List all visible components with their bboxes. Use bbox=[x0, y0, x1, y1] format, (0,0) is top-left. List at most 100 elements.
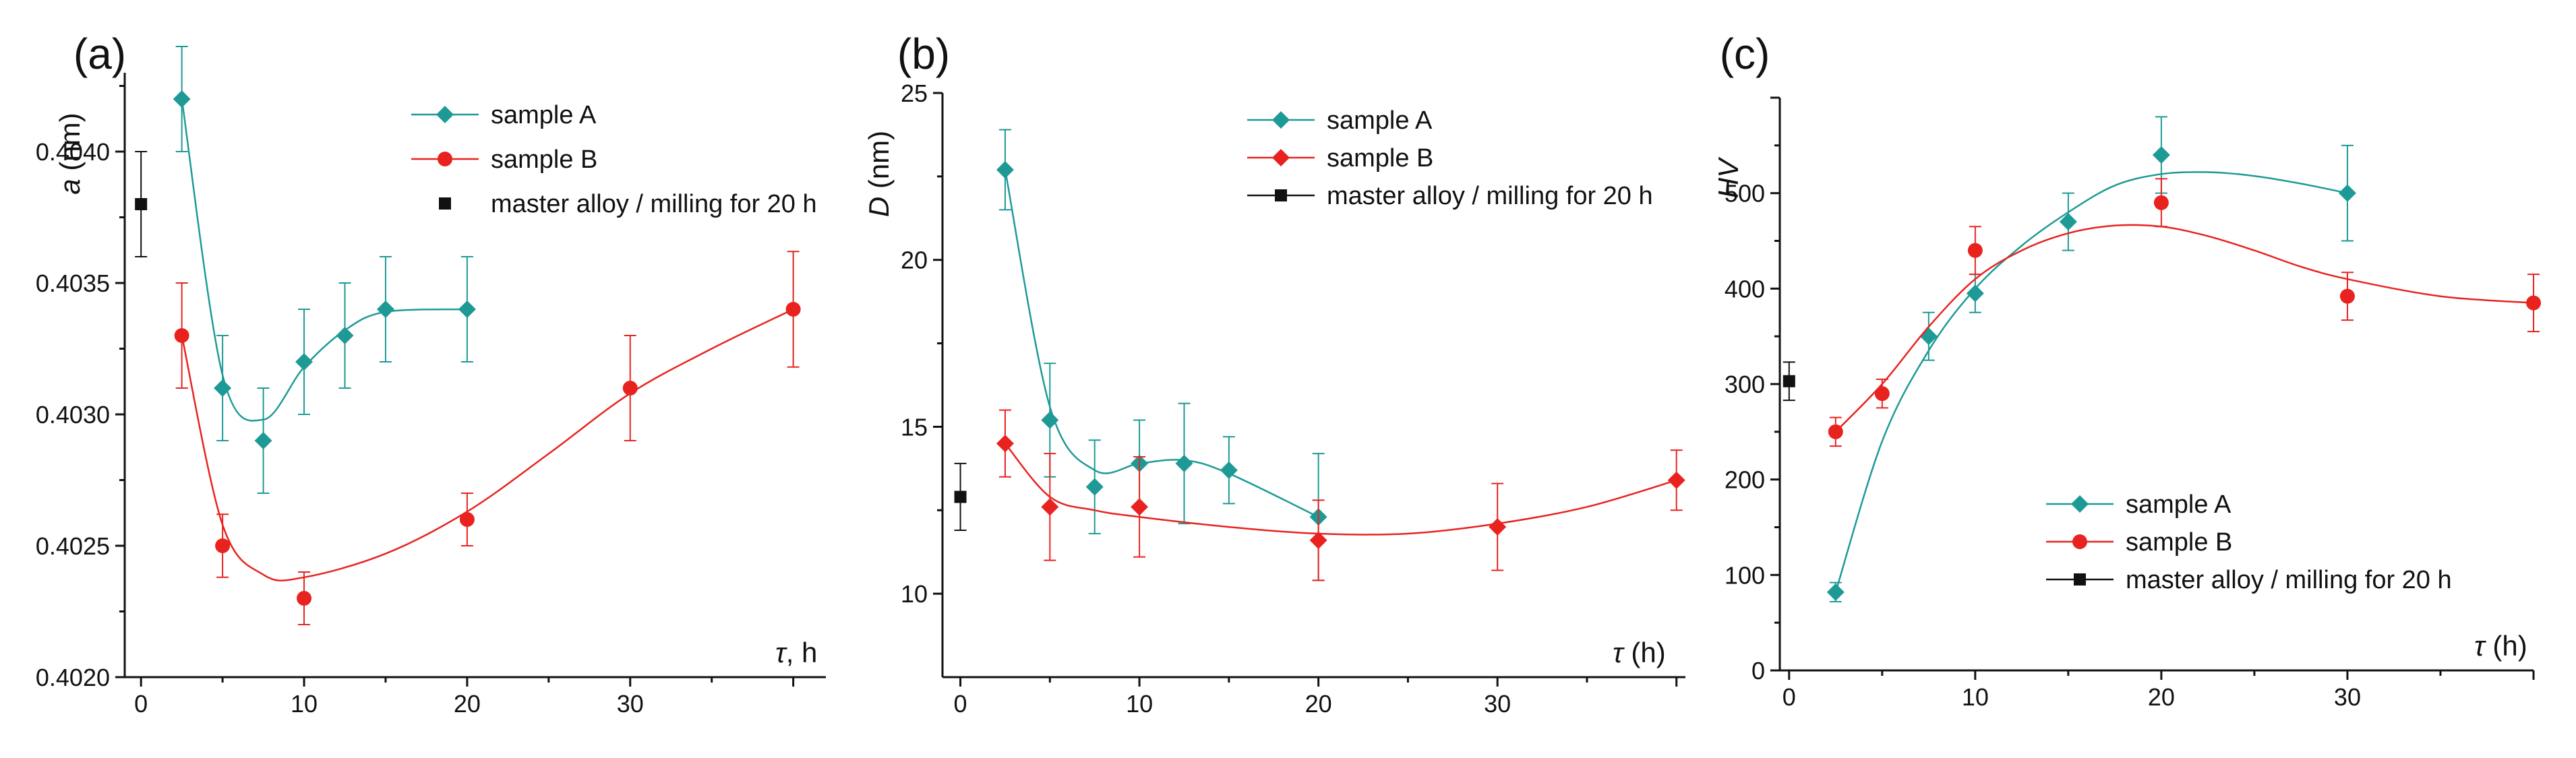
series-3 bbox=[954, 462, 967, 532]
y-tick-label: 300 bbox=[1725, 371, 1765, 398]
y-axis-label: HV bbox=[1712, 156, 1744, 198]
data-point bbox=[2059, 213, 2077, 231]
data-point bbox=[954, 491, 967, 503]
data-point bbox=[2338, 184, 2356, 202]
x-tick-label: 10 bbox=[1962, 683, 1989, 711]
data-point bbox=[1489, 518, 1507, 536]
x-axis-label-symbol: τ bbox=[1613, 637, 1625, 668]
data-point bbox=[458, 301, 476, 318]
legend-marker bbox=[2071, 495, 2089, 513]
legend-marker bbox=[1272, 149, 1290, 166]
data-point bbox=[459, 512, 475, 527]
fit-curve bbox=[181, 98, 467, 422]
y-tick-label: 500 bbox=[1725, 180, 1765, 208]
x-axis-label-symbol: τ bbox=[775, 637, 787, 668]
data-point bbox=[295, 353, 313, 371]
legend-label: sample B bbox=[1327, 144, 1433, 172]
legend-label: sample B bbox=[2126, 528, 2232, 557]
legend-item-1: sample A bbox=[1247, 106, 1433, 135]
data-point bbox=[173, 90, 191, 108]
y-tick-label: 200 bbox=[1725, 466, 1765, 494]
x-axis-label-unit: , h bbox=[786, 637, 818, 668]
legend-item-3: master alloy / milling for 20 h bbox=[2046, 566, 2452, 594]
fit-curve bbox=[1004, 169, 1319, 518]
legend-label: sample A bbox=[2126, 491, 2231, 519]
y-axis-label-symbol: D bbox=[863, 197, 895, 217]
x-axis-label-unit: (h) bbox=[1623, 637, 1666, 668]
legend-label: sample A bbox=[1327, 106, 1433, 135]
data-point bbox=[996, 160, 1014, 179]
legend-marker bbox=[2074, 573, 2086, 586]
y-axis-label-symbol: HV bbox=[1712, 156, 1744, 198]
data-point bbox=[135, 198, 148, 210]
data-point bbox=[336, 327, 354, 344]
data-point bbox=[174, 328, 189, 343]
y-tick-label: 0.4025 bbox=[36, 532, 110, 560]
y-axis-label: D (nm) bbox=[863, 131, 895, 217]
data-point bbox=[1309, 531, 1327, 549]
series-1 bbox=[1826, 116, 2356, 602]
data-point bbox=[297, 591, 312, 606]
legend-label: sample B bbox=[491, 146, 597, 174]
x-tick-label: 10 bbox=[291, 690, 318, 718]
data-point bbox=[1175, 454, 1193, 472]
legend-item-2: sample B bbox=[411, 146, 597, 174]
fit-curve bbox=[1834, 171, 2348, 593]
panel-label: (b) bbox=[897, 30, 950, 78]
data-point bbox=[214, 379, 232, 397]
series-2 bbox=[996, 409, 1685, 581]
data-point bbox=[1667, 471, 1685, 489]
fit-curve bbox=[1834, 224, 2534, 433]
panel-label: (a) bbox=[73, 30, 126, 78]
legend-marker bbox=[436, 106, 454, 123]
y-tick-label: 0.4035 bbox=[36, 270, 110, 297]
legend-label: sample A bbox=[491, 101, 597, 129]
data-point bbox=[1041, 498, 1059, 516]
y-tick-label: 0.4030 bbox=[36, 401, 110, 429]
y-tick-label: 25 bbox=[901, 80, 928, 107]
data-point bbox=[376, 301, 394, 318]
x-axis-label-unit: (h) bbox=[2485, 630, 2527, 662]
y-tick-label: 400 bbox=[1725, 275, 1765, 303]
x-tick-label: 30 bbox=[2334, 683, 2361, 711]
data-point bbox=[1085, 478, 1104, 496]
legend: sample A sample B master alloy / milling f… bbox=[1247, 106, 1653, 210]
chart-panel-1: 0 10 20 30 0.4020 0.4025 0.4030 0.4035 0.4040 (a)… bbox=[36, 30, 826, 718]
x-axis-label-symbol: τ bbox=[2474, 630, 2486, 662]
fit-curve bbox=[181, 308, 794, 581]
legend-marker bbox=[438, 152, 452, 166]
x-tick-label: 0 bbox=[954, 690, 967, 718]
legend-item-1: sample A bbox=[411, 101, 597, 129]
legend-label: master alloy / milling for 20 h bbox=[491, 190, 817, 218]
x-axis-label: τ (h) bbox=[2474, 630, 2527, 662]
y-tick-label: 10 bbox=[901, 580, 928, 608]
legend-item-3: master alloy / milling for 20 h bbox=[1247, 182, 1653, 210]
series-1 bbox=[173, 46, 476, 494]
data-point bbox=[1131, 498, 1149, 516]
data-point bbox=[215, 538, 231, 553]
series-2 bbox=[1828, 178, 2541, 447]
x-axis-label: τ (h) bbox=[1613, 637, 1666, 668]
x-tick-label: 0 bbox=[134, 690, 148, 718]
data-point bbox=[1919, 327, 1938, 346]
x-tick-label: 0 bbox=[1783, 683, 1796, 711]
series-2 bbox=[174, 251, 801, 625]
legend: sample A sample B master alloy / milling f… bbox=[411, 101, 817, 218]
data-point bbox=[1220, 461, 1238, 479]
y-tick-label: 0.4020 bbox=[36, 664, 110, 691]
data-point bbox=[2526, 295, 2541, 311]
data-point bbox=[2153, 195, 2169, 210]
data-point bbox=[785, 302, 801, 317]
legend-marker bbox=[439, 197, 451, 210]
x-tick-label: 30 bbox=[1484, 690, 1511, 718]
legend-item-2: sample B bbox=[2046, 528, 2232, 557]
y-tick-label: 100 bbox=[1725, 561, 1765, 589]
series-3 bbox=[1783, 361, 1795, 402]
y-tick-label: 15 bbox=[901, 413, 928, 441]
x-tick-label: 20 bbox=[2148, 683, 2175, 711]
data-point bbox=[622, 381, 638, 396]
series-3 bbox=[135, 151, 148, 257]
data-point bbox=[2339, 288, 2355, 304]
data-point bbox=[1966, 284, 1984, 303]
